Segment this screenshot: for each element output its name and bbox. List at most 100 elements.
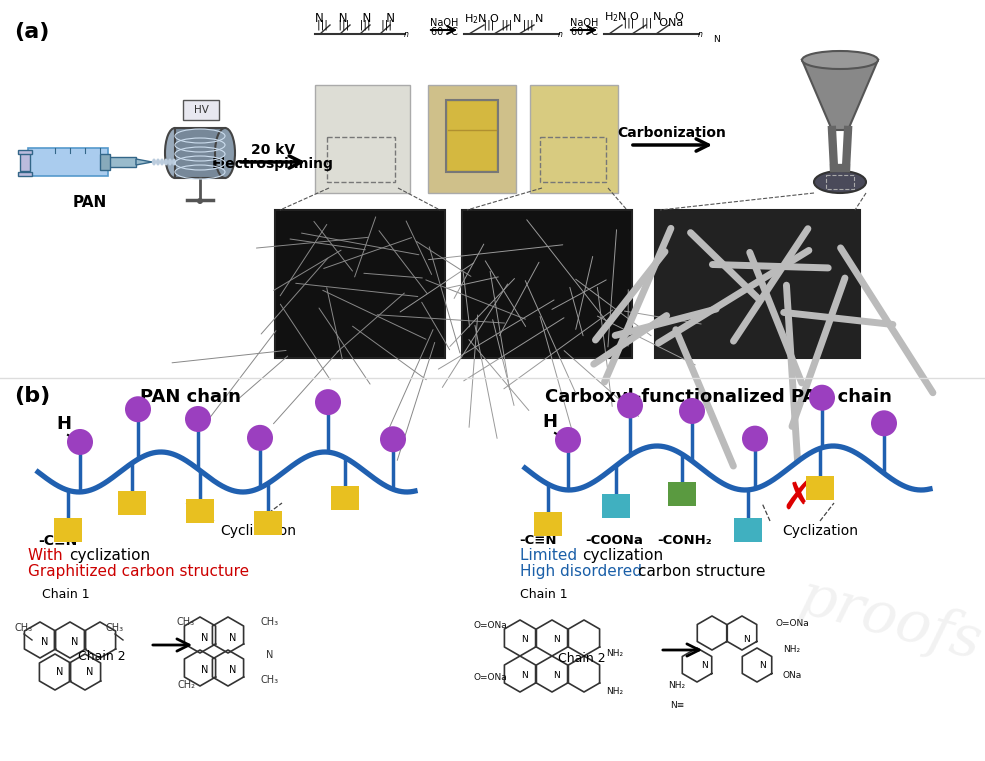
- Text: N: N: [522, 671, 528, 680]
- Bar: [530, 85, 618, 193]
- Text: N: N: [713, 34, 720, 43]
- Text: N: N: [87, 667, 94, 677]
- Text: CH₃: CH₃: [15, 623, 33, 633]
- Text: N: N: [56, 667, 64, 677]
- Text: N: N: [201, 633, 209, 643]
- Text: (b): (b): [14, 386, 50, 406]
- Circle shape: [185, 406, 211, 432]
- Text: ✗: ✗: [782, 479, 815, 517]
- Text: 60 °C: 60 °C: [430, 27, 457, 37]
- Text: PAN: PAN: [73, 195, 107, 210]
- Ellipse shape: [168, 158, 172, 165]
- Text: CH₂: CH₂: [177, 680, 195, 690]
- Text: cyclization: cyclization: [582, 548, 663, 563]
- Ellipse shape: [165, 128, 185, 178]
- Text: H: H: [542, 413, 557, 431]
- Text: cyclization: cyclization: [69, 548, 150, 563]
- Circle shape: [809, 385, 835, 411]
- Text: N: N: [266, 650, 274, 660]
- Text: H$_2$N O    N    N: H$_2$N O N N: [464, 12, 544, 26]
- Text: |||  |||   |||: ||| ||| |||: [466, 20, 534, 30]
- Bar: [446, 100, 498, 172]
- Text: Cyclization: Cyclization: [782, 524, 858, 538]
- Text: N: N: [230, 633, 236, 643]
- Text: Chain 2: Chain 2: [558, 652, 606, 665]
- Bar: [428, 85, 516, 193]
- Bar: [315, 85, 410, 193]
- Polygon shape: [802, 60, 878, 130]
- Text: N: N: [744, 635, 751, 645]
- Text: Electrospinning: Electrospinning: [212, 157, 334, 171]
- Text: |||  |||  ONa: ||| ||| ONa: [606, 18, 684, 28]
- Bar: [826, 175, 854, 189]
- Ellipse shape: [814, 171, 866, 193]
- Text: carbon structure: carbon structure: [638, 564, 765, 579]
- Ellipse shape: [172, 158, 176, 165]
- Text: NH₂: NH₂: [783, 645, 801, 654]
- Text: Limited: Limited: [520, 548, 582, 563]
- Bar: [448, 102, 496, 170]
- Circle shape: [197, 198, 203, 204]
- Text: N: N: [201, 665, 209, 675]
- Text: N: N: [71, 637, 79, 647]
- Text: 20 kV: 20 kV: [251, 143, 296, 157]
- Text: PAN chain: PAN chain: [140, 388, 240, 406]
- Circle shape: [679, 398, 705, 424]
- Text: $_n$: $_n$: [697, 30, 703, 40]
- Circle shape: [380, 426, 406, 452]
- Bar: [100, 154, 110, 170]
- Text: N: N: [41, 637, 48, 647]
- Bar: [54, 518, 82, 543]
- Bar: [734, 518, 762, 542]
- Text: O=ONa: O=ONa: [775, 619, 809, 628]
- Bar: [668, 482, 696, 506]
- Bar: [331, 486, 359, 510]
- Text: $_n$: $_n$: [557, 30, 563, 40]
- Text: Carbonization: Carbonization: [618, 126, 727, 140]
- Text: -C≡N: -C≡N: [519, 534, 557, 547]
- Text: CH₃: CH₃: [261, 675, 279, 685]
- Text: ONa: ONa: [782, 671, 802, 680]
- Ellipse shape: [160, 158, 164, 165]
- Text: Chain 1: Chain 1: [42, 588, 90, 601]
- Text: O=ONa: O=ONa: [473, 673, 507, 683]
- Text: NaOH: NaOH: [569, 18, 598, 28]
- Text: O=ONa: O=ONa: [473, 622, 507, 631]
- Bar: [655, 210, 860, 358]
- Text: Cyclization: Cyclization: [220, 524, 296, 538]
- Text: N: N: [758, 661, 765, 670]
- Circle shape: [247, 425, 273, 451]
- Ellipse shape: [164, 158, 168, 165]
- Circle shape: [315, 389, 341, 416]
- Bar: [175, 128, 225, 178]
- Bar: [602, 494, 630, 517]
- Ellipse shape: [802, 51, 878, 69]
- Text: H: H: [56, 415, 71, 433]
- Text: N: N: [554, 671, 560, 680]
- Bar: [18, 150, 32, 154]
- Bar: [806, 476, 834, 501]
- Bar: [108, 157, 136, 167]
- Circle shape: [617, 393, 643, 419]
- Circle shape: [555, 427, 581, 453]
- Bar: [327, 137, 395, 182]
- Text: H$_2$N O    N    O: H$_2$N O N O: [604, 10, 686, 24]
- Text: N: N: [522, 635, 528, 645]
- Ellipse shape: [156, 158, 160, 165]
- Text: (a): (a): [14, 22, 49, 42]
- Text: Chain 2: Chain 2: [78, 650, 126, 663]
- Text: proofs: proofs: [792, 568, 985, 671]
- Bar: [462, 210, 632, 358]
- Text: CH₃: CH₃: [261, 617, 279, 627]
- Text: N    N    N    N: N N N N: [315, 12, 395, 25]
- Bar: [540, 137, 606, 182]
- Bar: [186, 498, 214, 523]
- Ellipse shape: [152, 158, 156, 165]
- Circle shape: [742, 425, 768, 451]
- Text: 60 °C: 60 °C: [570, 27, 598, 37]
- Circle shape: [871, 410, 897, 436]
- Circle shape: [67, 429, 93, 455]
- Text: NH₂: NH₂: [669, 682, 686, 690]
- Text: N≡: N≡: [670, 702, 685, 711]
- Text: -C≡N: -C≡N: [38, 534, 78, 548]
